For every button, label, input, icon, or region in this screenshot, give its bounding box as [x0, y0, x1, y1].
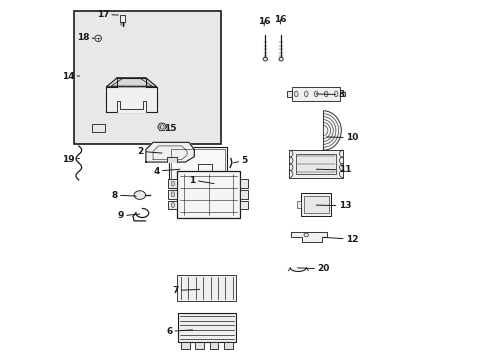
Bar — [74, 12, 221, 144]
Polygon shape — [323, 111, 341, 150]
Ellipse shape — [314, 91, 317, 97]
Bar — [240, 201, 247, 210]
Text: 13: 13 — [316, 201, 350, 210]
Bar — [177, 171, 240, 218]
Polygon shape — [166, 157, 177, 162]
Polygon shape — [117, 101, 145, 112]
Text: 1: 1 — [189, 176, 214, 185]
Ellipse shape — [171, 203, 174, 208]
Bar — [178, 314, 235, 342]
Text: 10: 10 — [326, 133, 358, 142]
Bar — [289, 149, 343, 178]
Ellipse shape — [278, 57, 283, 61]
Text: 8: 8 — [111, 190, 136, 199]
Polygon shape — [145, 142, 194, 162]
Bar — [340, 92, 344, 96]
Text: 4: 4 — [153, 167, 180, 176]
Text: 5: 5 — [233, 156, 247, 165]
Bar — [171, 149, 224, 186]
Text: 11: 11 — [316, 166, 350, 175]
Polygon shape — [134, 191, 145, 199]
Text: 9: 9 — [117, 211, 140, 220]
Text: 3: 3 — [316, 90, 344, 99]
Ellipse shape — [304, 91, 307, 97]
Text: 20: 20 — [297, 265, 329, 274]
Bar — [169, 147, 226, 188]
Text: 14: 14 — [61, 72, 80, 81]
Bar — [240, 179, 247, 188]
Polygon shape — [290, 232, 326, 242]
Bar — [168, 190, 177, 199]
Bar — [92, 125, 104, 132]
Polygon shape — [106, 78, 156, 87]
Ellipse shape — [334, 91, 337, 97]
Text: 17: 17 — [96, 10, 118, 19]
Text: 15: 15 — [160, 124, 176, 133]
Text: 16: 16 — [274, 15, 286, 24]
Text: 16: 16 — [258, 17, 270, 26]
Ellipse shape — [294, 91, 298, 97]
Bar — [168, 179, 177, 188]
Ellipse shape — [324, 91, 327, 97]
Text: 12: 12 — [323, 235, 358, 244]
Bar — [224, 342, 232, 348]
Bar — [209, 342, 218, 348]
Ellipse shape — [263, 57, 267, 61]
Polygon shape — [158, 123, 166, 131]
Text: 18: 18 — [77, 33, 94, 42]
Bar — [291, 87, 340, 101]
Bar — [177, 275, 236, 301]
Bar — [168, 201, 177, 210]
Text: 7: 7 — [172, 286, 199, 295]
Bar — [296, 201, 301, 208]
Bar — [286, 91, 291, 97]
Bar — [301, 193, 331, 216]
Ellipse shape — [171, 181, 174, 186]
Text: 2: 2 — [137, 147, 162, 156]
Bar — [240, 190, 247, 199]
Ellipse shape — [171, 192, 174, 197]
Bar — [181, 342, 189, 348]
Polygon shape — [106, 78, 156, 112]
Text: 6: 6 — [166, 327, 192, 336]
Bar — [303, 195, 328, 213]
Bar — [120, 15, 125, 22]
Ellipse shape — [95, 35, 101, 41]
Text: 19: 19 — [61, 155, 80, 164]
Bar — [195, 342, 203, 348]
Bar — [296, 154, 335, 174]
